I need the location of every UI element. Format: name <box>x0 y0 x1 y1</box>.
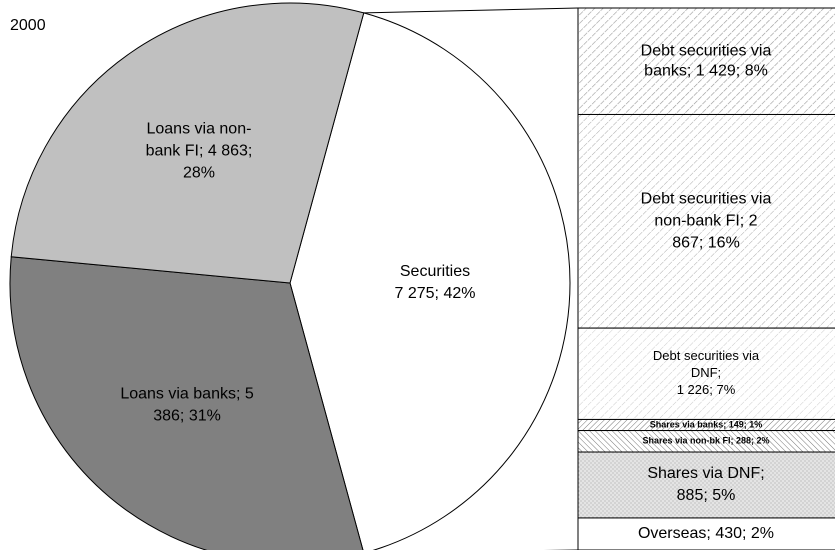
data-label: banks; 1 429; 8% <box>644 62 768 79</box>
data-label: 1 226; 7% <box>677 382 736 397</box>
data-label: Overseas; 430; 2% <box>638 525 774 542</box>
bar-segment <box>577 517 835 550</box>
pie-slice <box>9 256 364 550</box>
data-label: 885; 5% <box>677 487 736 504</box>
data-label: Loans via non- <box>146 121 251 138</box>
bar-segment <box>577 327 835 420</box>
data-label: 28% <box>183 165 215 182</box>
chart-title: 2000 <box>10 17 46 34</box>
data-label: Loans via banks; 5 <box>120 386 254 403</box>
pie-slice <box>289 12 571 550</box>
data-label: 386; 31% <box>153 408 221 425</box>
data-label: Shares via DNF; <box>647 465 764 482</box>
data-label: Debt securities via <box>641 191 772 208</box>
data-label: 7 275; 42% <box>395 285 476 302</box>
bar-segment <box>577 7 835 115</box>
data-label: Shares via non-bk FI; 288; 2% <box>642 436 769 446</box>
data-label: Debt securities via <box>641 42 772 59</box>
data-label: Securities <box>400 263 470 280</box>
data-label: Debt securities via <box>653 348 760 363</box>
connector <box>363 7 579 14</box>
bar-segment <box>577 451 835 519</box>
data-label: Shares via banks; 149; 1% <box>650 419 763 429</box>
data-label: DNF; <box>691 365 721 380</box>
pie-slice <box>10 2 365 284</box>
data-label: bank FI; 4 863; <box>146 143 253 160</box>
data-label: non-bank FI; 2 <box>654 213 757 230</box>
data-label: 867; 16% <box>672 235 740 252</box>
